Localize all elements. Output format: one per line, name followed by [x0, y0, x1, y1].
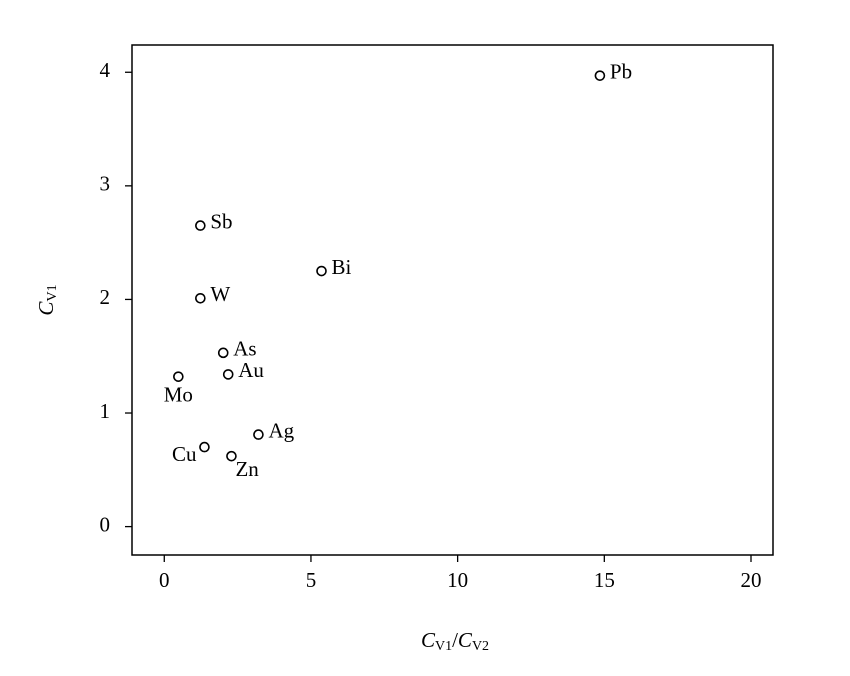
point-label: Ag [268, 418, 294, 442]
x-label-part: V1 [435, 639, 452, 654]
y-tick-label: 4 [100, 58, 111, 82]
point [226, 450, 237, 462]
point [316, 265, 327, 277]
x-tick-label: 5 [306, 568, 317, 592]
x-label-part: / [452, 628, 458, 652]
point [199, 441, 210, 453]
point [594, 70, 606, 81]
point-label: Au [238, 358, 264, 382]
y-tick-label: 2 [100, 285, 111, 309]
point-label: Zn [235, 457, 259, 481]
y-tick-label: 0 [100, 512, 111, 536]
x-tick-label: 0 [159, 568, 170, 592]
y-label-part: V1 [45, 284, 60, 301]
point [253, 429, 264, 440]
x-axis-label: CV1/CV2 [421, 628, 489, 654]
point-label: W [210, 282, 230, 306]
point [173, 371, 184, 382]
point-label: Cu [172, 442, 197, 466]
x-label-part: C [421, 628, 436, 652]
y-axis-label: CV1 [34, 284, 60, 315]
point [195, 292, 206, 304]
x-tick-label: 10 [447, 568, 468, 592]
point-label: Sb [210, 209, 232, 233]
point [195, 220, 206, 231]
y-label-part: C [34, 301, 58, 316]
x-tick-label: 15 [594, 568, 615, 592]
x-tick-label: 20 [740, 568, 761, 592]
point-label: Mo [164, 382, 193, 406]
x-label-part: V2 [472, 639, 489, 654]
x-label-part: C [458, 628, 473, 652]
y-tick-label: 3 [100, 172, 111, 196]
point-label: As [233, 337, 256, 361]
point [217, 347, 229, 359]
point [222, 369, 234, 380]
point-label: Bi [332, 255, 352, 279]
y-tick-label: 1 [100, 399, 111, 423]
point-label: Pb [610, 59, 632, 83]
